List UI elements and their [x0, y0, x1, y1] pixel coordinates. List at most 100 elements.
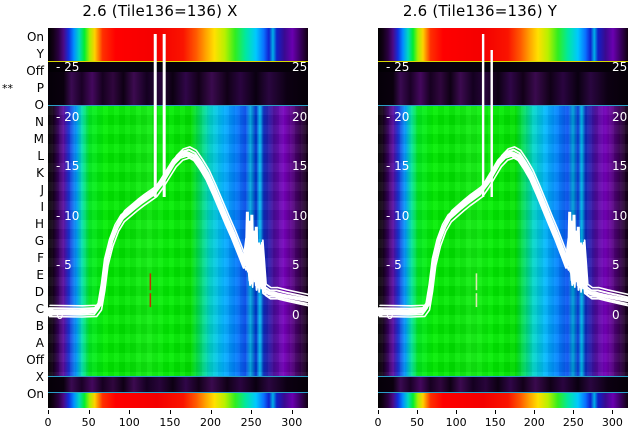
right-ytick-x-25: 25 — [292, 60, 308, 74]
inner-ytick-y-5: - 5 — [386, 258, 402, 273]
heatmap-band-dark-upper — [48, 72, 308, 106]
right-ytick-y-20: 20 — [612, 109, 628, 124]
left-axis-marker: ** — [2, 82, 13, 95]
left-axis-label-o-4: O — [34, 98, 44, 112]
plot-area-x — [48, 28, 308, 408]
right-ytick-x-0: 0 — [292, 308, 300, 322]
xtick-mark-x-50 — [88, 410, 90, 414]
heatmap-band-bottom-rainbow — [378, 393, 628, 408]
heatmap-body-texture-cols — [48, 106, 308, 376]
inner-ytick-y-15: - 15 — [386, 159, 410, 174]
left-axis-label-i-10: I — [40, 200, 44, 214]
heatmap-band-dark-upper — [378, 72, 628, 106]
inner-ytick-y-25: - 25 — [386, 60, 410, 74]
heatmap-separator-upper — [48, 61, 308, 62]
xtick-mark-x-150 — [169, 410, 171, 414]
left-axis-label-j-9: J — [40, 183, 44, 197]
heatmap-band-dark-lower — [378, 376, 628, 393]
left-axis-label-on-21: On — [26, 387, 44, 401]
right-ytick-y-25: 25 — [612, 60, 628, 74]
xtick-label-y-300: 300 — [601, 416, 623, 429]
inner-ytick-x-0: 0 — [56, 308, 64, 322]
heatmap-band-top-rainbow — [378, 28, 628, 62]
xtick-label-x-200: 200 — [200, 416, 221, 429]
left-axis-label-m-6: M — [33, 132, 44, 146]
xtick-label-x-300: 300 — [281, 416, 303, 429]
xtick-label-x-0: 0 — [44, 416, 52, 429]
profile-trace-0 — [378, 151, 628, 315]
xtick-mark-y-200 — [534, 410, 536, 414]
xtick-mark-x-300 — [291, 410, 293, 414]
right-ytick-y-5: 5 — [612, 258, 620, 273]
panel-title-x: 2.6 (Tile136=136) X — [82, 2, 238, 20]
heatmap-separator-body-top — [378, 105, 628, 106]
inner-ytick-y-0: 0 — [386, 308, 394, 322]
right-ytick-x-20: 20 — [292, 109, 308, 124]
heatmap-body-texture-rows — [378, 106, 628, 376]
xtick-label-y-50: 50 — [410, 416, 425, 429]
heatmap-band-gap — [48, 62, 308, 72]
xtick-label-x-150: 150 — [159, 416, 181, 429]
left-axis-label-c-16: C — [35, 302, 44, 316]
right-ytick-x-10: 10 — [292, 208, 308, 223]
xtick-label-y-250: 250 — [562, 416, 584, 429]
panel-x: 2.6 (Tile136=136) X - 25 - 20 - 15 - 10 - 5 0 2… — [44, 2, 308, 429]
right-ytick-y-10: 10 — [612, 208, 628, 223]
left-axis-label-off-2: Off — [26, 64, 44, 78]
profile-trace-5 — [378, 150, 627, 312]
left-axis-label-f-13: F — [37, 251, 44, 265]
profile-trace-5 — [48, 150, 307, 312]
heatmap-band-dark-lower — [48, 376, 308, 393]
profile-trace-0 — [48, 151, 308, 315]
left-axis-label-y-1: Y — [36, 47, 44, 61]
xtick-label-y-150: 150 — [484, 416, 506, 429]
inner-ytick-y-10: - 10 — [386, 208, 410, 223]
overlay-curve-layer-y — [378, 34, 628, 318]
noise-burst — [567, 211, 588, 291]
left-axis-label-on-0: On — [26, 30, 44, 44]
xtick-mark-y-50 — [417, 410, 419, 414]
heatmap-band-main-body — [48, 106, 308, 376]
heatmap-separator-upper — [378, 61, 628, 62]
panel-title-y: 2.6 (Tile136=136) Y — [402, 2, 558, 20]
xtick-mark-x-0 — [48, 410, 49, 414]
baseline-origin-marker — [48, 307, 55, 317]
profile-trace-1 — [378, 148, 628, 310]
heatmap-band-main-body — [378, 106, 628, 376]
baseline-origin-marker — [378, 307, 385, 317]
heatmap-band-top-rainbow — [48, 28, 308, 62]
inner-ytick-x-10: - 10 — [56, 208, 80, 223]
xtick-mark-y-0 — [378, 410, 379, 414]
left-axis-label-e-14: E — [36, 268, 44, 282]
left-axis-label-x-20: X — [35, 370, 44, 384]
profile-trace-3 — [49, 146, 308, 307]
profile-trace-1 — [48, 148, 308, 310]
overlay-curve-layer-x — [48, 34, 308, 318]
heatmap-separator-body-top — [48, 105, 308, 106]
panel-y: 2.6 (Tile136=136) Y - 25 - 20 - 15 - 10 - 5 0 2… — [320, 0, 640, 440]
right-ytick-x-5: 5 — [292, 258, 300, 273]
xtick-label-y-200: 200 — [523, 416, 545, 429]
xtick-label-x-50: 50 — [81, 416, 96, 429]
heatmap-separator-body-bottom — [378, 376, 628, 377]
heatmap-band-gap — [378, 62, 628, 72]
left-axis-label-off-19: Off — [26, 353, 44, 367]
noise-burst — [244, 211, 266, 291]
heatmap-separator-lower — [378, 392, 628, 393]
right-ytick-y-15: 15 — [612, 159, 628, 174]
plot-area-y — [378, 28, 628, 408]
inner-ytick-x-25: - 25 — [56, 60, 80, 74]
inner-ytick-x-5: - 5 — [56, 258, 72, 273]
inner-ytick-y-20: - 20 — [386, 109, 410, 124]
xtick-mark-x-200 — [210, 410, 212, 414]
heatmap-body-texture-rows — [48, 106, 308, 376]
xtick-mark-y-150 — [495, 410, 497, 414]
xtick-mark-y-250 — [573, 410, 575, 414]
xtick-label-x-250: 250 — [240, 416, 262, 429]
inner-ytick-x-15: - 15 — [56, 159, 80, 174]
xtick-label-x-100: 100 — [118, 416, 140, 429]
left-axis-label-h-11: H — [34, 217, 44, 231]
xtick-label-y-100: 100 — [445, 416, 467, 429]
left-axis-label-a-18: A — [35, 336, 44, 350]
